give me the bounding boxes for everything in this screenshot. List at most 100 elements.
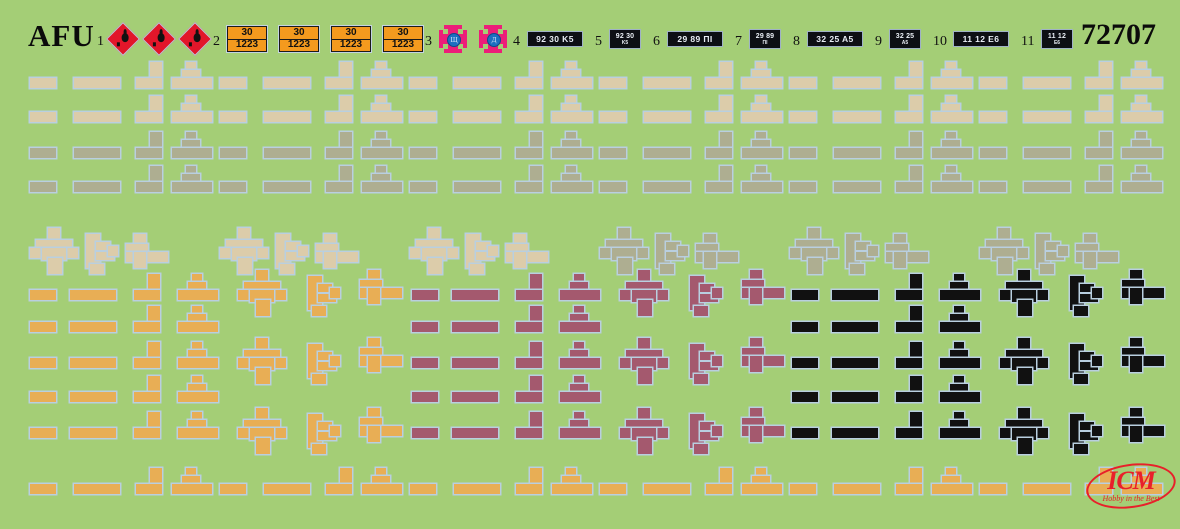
decal-cross-b — [690, 270, 724, 316]
decal-t-shape — [552, 166, 592, 192]
license-plate-wide: 11 12 E6 — [953, 31, 1009, 47]
decal-cross-a — [600, 228, 648, 274]
decal-segment — [326, 78, 352, 88]
decal-cross-b — [656, 228, 690, 274]
decal-l-shape — [1086, 132, 1112, 158]
decal-segment — [1080, 432, 1098, 440]
decal-segment — [360, 418, 382, 428]
decal-segment — [362, 182, 402, 192]
decal-segment — [950, 384, 968, 394]
decal-segment — [626, 350, 662, 360]
decal-segment — [566, 468, 576, 478]
decal-cross-a — [220, 228, 268, 274]
decal-segment — [752, 476, 770, 486]
adr-hazard-plate: 30 1223 — [383, 26, 423, 52]
decal-long-dash — [832, 428, 878, 438]
decal-segment — [134, 234, 146, 246]
decal-segment — [372, 476, 390, 486]
decal-segment — [256, 338, 268, 352]
decal-segment — [368, 356, 380, 372]
decal-segment — [834, 182, 880, 192]
decal-segment — [516, 148, 542, 158]
decal-segment — [74, 112, 120, 122]
adr-hazard-plate: 30 1223 — [331, 26, 371, 52]
decal-segment — [756, 132, 766, 142]
decal-segment — [256, 438, 270, 454]
decal-segment — [942, 104, 960, 114]
decal-l-shape — [1086, 96, 1112, 122]
decal-segment — [368, 408, 380, 420]
decal-segment — [412, 322, 438, 332]
decal-segment — [412, 358, 438, 368]
decal-segment — [986, 240, 1022, 250]
decal-segment — [750, 356, 762, 372]
decal-cross-b — [86, 228, 120, 274]
decal-segment — [980, 112, 1006, 122]
decal-l-shape — [896, 62, 922, 88]
decal-segment — [756, 166, 766, 176]
decal-segment — [428, 258, 442, 274]
decal-segment — [30, 182, 56, 192]
decal-cross-a — [30, 228, 78, 274]
decal-segment — [324, 234, 336, 246]
decal-segment — [700, 432, 718, 440]
decal-short-dash — [30, 112, 56, 122]
decal-segment — [1012, 428, 1036, 440]
decal-segment — [932, 148, 972, 158]
decal-cross-b — [308, 270, 342, 316]
decal-segment — [376, 62, 386, 72]
decal-l-shape — [896, 96, 922, 122]
decal-segment — [1136, 132, 1146, 142]
decal-segment — [1122, 418, 1144, 428]
decal-segment — [1006, 420, 1042, 430]
decal-segment — [1006, 282, 1042, 292]
decal-segment — [220, 484, 246, 494]
decal-segment — [1122, 426, 1164, 436]
decal-l-shape — [706, 166, 732, 192]
decal-segment — [750, 288, 762, 304]
decal-t-shape — [1122, 132, 1162, 158]
decal-segment — [186, 62, 196, 72]
decal-l-shape — [706, 132, 732, 158]
decal-segment — [950, 282, 968, 292]
decal-segment — [1084, 252, 1096, 268]
decal-short-dash — [30, 484, 56, 494]
legend-index-10: 10 — [933, 34, 947, 49]
decal-segment — [1058, 246, 1068, 256]
decal-segment — [516, 182, 542, 192]
decal-short-dash — [790, 182, 816, 192]
decal-segment — [894, 234, 906, 246]
decal-segment — [1086, 182, 1112, 192]
decal-segment — [1130, 288, 1142, 304]
decal-short-dash — [410, 484, 436, 494]
decal-segment — [1070, 344, 1084, 378]
legend-index-4: 4 — [513, 34, 520, 49]
decal-segment — [74, 484, 120, 494]
decal-segment — [172, 78, 212, 88]
decal-segment — [832, 358, 878, 368]
decal-segment — [1018, 368, 1032, 384]
decal-segment — [1122, 288, 1164, 298]
decal-segment — [942, 140, 960, 150]
adr-hazard-plate: 30 1223 — [279, 26, 319, 52]
decal-segment — [264, 182, 310, 192]
decal-segment — [1086, 78, 1112, 88]
decal-long-dash — [74, 112, 120, 122]
kit-number: 72707 — [1081, 18, 1156, 51]
decal-segment — [700, 284, 714, 292]
decal-long-dash — [70, 358, 116, 368]
decal-segment — [192, 376, 202, 386]
decal-segment — [70, 290, 116, 300]
decal-segment — [600, 78, 626, 88]
decal-segment — [1122, 484, 1162, 494]
decal-segment — [802, 248, 826, 260]
decal-segment — [514, 252, 526, 268]
decal-segment — [600, 112, 626, 122]
hazard-diamond-placard — [178, 22, 212, 56]
decal-segment — [136, 78, 162, 88]
decal-l-shape — [516, 132, 542, 158]
decal-segment — [422, 248, 446, 260]
decal-segment — [560, 392, 600, 402]
decal-segment — [940, 322, 980, 332]
decal-l-shape — [136, 166, 162, 192]
